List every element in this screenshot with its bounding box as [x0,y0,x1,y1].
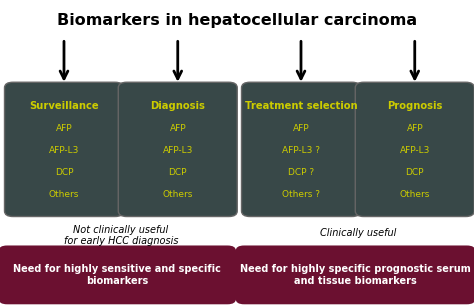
Text: AFP-L3: AFP-L3 [49,146,79,155]
Text: DCP: DCP [55,168,73,177]
Text: Prognosis: Prognosis [387,101,442,111]
Text: Surveillance: Surveillance [29,101,99,111]
Text: AFP: AFP [406,124,423,133]
FancyBboxPatch shape [236,245,474,304]
Text: Need for highly sensitive and specific
biomarkers: Need for highly sensitive and specific b… [13,264,221,286]
FancyBboxPatch shape [355,82,474,217]
Text: Others: Others [163,190,193,200]
Text: Others: Others [49,190,79,200]
Text: Biomarkers in hepatocellular carcinoma: Biomarkers in hepatocellular carcinoma [57,13,417,27]
FancyBboxPatch shape [0,245,236,304]
Text: Clinically useful: Clinically useful [319,228,396,237]
Text: Need for highly specific prognostic serum
and tissue biomarkers: Need for highly specific prognostic seru… [240,264,471,286]
Text: AFP-L3: AFP-L3 [400,146,430,155]
Text: AFP: AFP [292,124,310,133]
Text: DCP: DCP [168,168,187,177]
Text: AFP: AFP [169,124,186,133]
Text: AFP-L3 ?: AFP-L3 ? [282,146,320,155]
FancyBboxPatch shape [241,82,360,217]
Text: Diagnosis: Diagnosis [150,101,205,111]
FancyBboxPatch shape [118,82,237,217]
Text: Others: Others [400,190,430,200]
Text: AFP: AFP [55,124,73,133]
Text: Others ?: Others ? [282,190,320,200]
Text: DCP: DCP [405,168,424,177]
Text: Not clinically useful
for early HCC diagnosis: Not clinically useful for early HCC diag… [64,225,178,246]
FancyBboxPatch shape [5,82,123,217]
Text: Treatment selection: Treatment selection [245,101,357,111]
Text: DCP ?: DCP ? [288,168,314,177]
Text: AFP-L3: AFP-L3 [163,146,193,155]
